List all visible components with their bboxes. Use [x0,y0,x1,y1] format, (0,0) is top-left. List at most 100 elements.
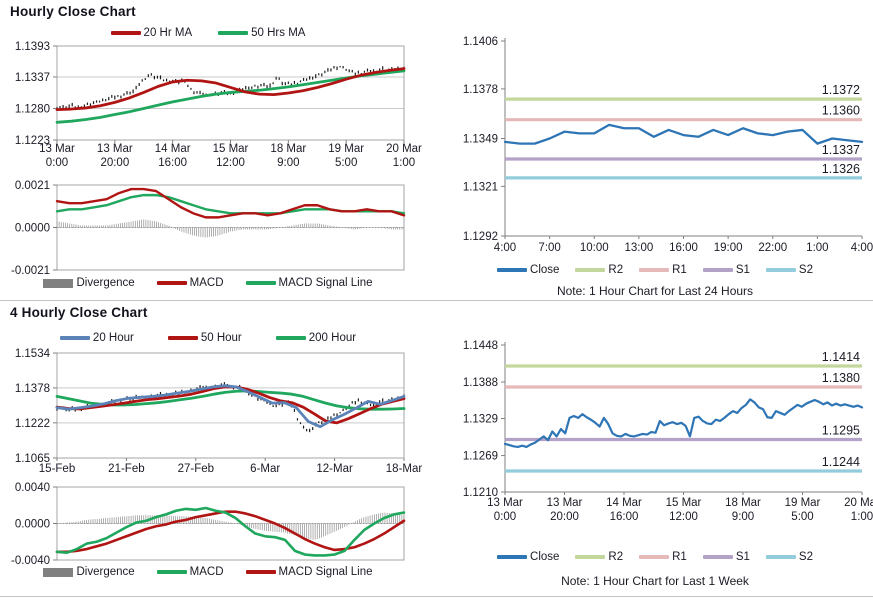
s1-legend-item: S1 [702,551,750,563]
svg-text:1.1337: 1.1337 [15,72,50,84]
svg-text:5:00: 5:00 [335,157,357,169]
hourly-levels-legend: Close R2 R1 S1 S2 [445,264,865,276]
svg-text:5:00: 5:00 [791,511,813,523]
svg-text:1.1378: 1.1378 [463,84,498,96]
section-divider [0,300,873,301]
50-hour-legend-item: 50 Hour [167,332,242,344]
svg-text:12:00: 12:00 [216,157,245,169]
r2-legend-item: R2 [575,551,623,563]
macd-signal-line-legend-label: MACD Signal Line [278,277,373,289]
s1-level-label: 1.1337 [822,143,860,157]
svg-text:0.0040: 0.0040 [15,482,50,494]
s1-legend-swatch [702,555,733,559]
r2-legend-label: R2 [608,551,624,563]
hourly-chart-note: Note: 1 Hour Chart for Last 24 Hours [556,284,754,298]
divergence-legend-label: Divergence [76,277,135,289]
macd-legend-swatch [156,281,187,285]
svg-text:15 Mar: 15 Mar [666,497,702,509]
macd-signal-line-legend-item: MACD Signal Line [245,277,373,289]
close-legend-swatch [497,555,528,559]
s1-legend-swatch [702,268,733,272]
s2-level-label: 1.1244 [822,455,860,469]
divergence-legend-item: Divergence [43,566,135,578]
s2-legend-label: S2 [798,264,813,276]
200-hour-legend-swatch [275,336,306,340]
svg-text:1.1223: 1.1223 [15,135,50,147]
svg-text:0.0000: 0.0000 [15,223,50,235]
svg-text:16:00: 16:00 [158,157,187,169]
50-hour-legend-label: 50 Hour [200,332,242,344]
s2-legend-item: S2 [765,264,813,276]
r2-legend-swatch [575,555,606,559]
svg-text:20 Mar: 20 Mar [386,143,422,155]
hourly-macd-plot: 0.0021 0.0000 -0.0021 [11,180,406,277]
svg-text:19 Mar: 19 Mar [785,497,821,509]
svg-text:1.1406: 1.1406 [463,36,498,48]
svg-text:14 Mar: 14 Mar [155,143,191,155]
svg-text:1.1378: 1.1378 [15,383,50,395]
svg-text:20 Mar: 20 Mar [844,497,873,509]
svg-text:1.1210: 1.1210 [463,487,498,499]
macd-legend-item: MACD [156,566,224,578]
20-hour-legend-swatch [59,336,90,340]
s1-legend-label: S1 [735,551,750,563]
svg-text:1:00: 1:00 [806,242,828,254]
macd-signal-line-legend-label: MACD Signal Line [278,566,373,578]
svg-text:1.1321: 1.1321 [463,181,498,193]
svg-text:12-Mar: 12-Mar [316,463,353,475]
50-hrs-ma-legend-swatch [218,31,249,35]
svg-text:4:00: 4:00 [851,242,873,254]
macd-signal-line-legend-item: MACD Signal Line [245,566,373,578]
r2-level-label: 1.1372 [822,83,860,97]
s2-legend-swatch [765,268,796,272]
divergence-legend-swatch [43,567,74,577]
s2-legend-item: S2 [765,551,813,563]
weekly-chart-note: Note: 1 Hour Chart for Last 1 Week [561,574,749,588]
r1-legend-label: R1 [672,264,687,276]
close-legend-label: Close [530,264,560,276]
r1-level-label: 1.1380 [822,371,860,385]
svg-text:13 Mar: 13 Mar [39,143,75,155]
four-hourly-macd-plot: 0.0040 0.0000 -0.0040 [11,482,406,567]
weekly-levels-legend: Close R2 R1 S1 S2 [445,551,865,563]
divergence-legend-item: Divergence [43,277,135,289]
svg-text:1.1448: 1.1448 [463,340,498,352]
svg-text:12:00: 12:00 [669,511,698,523]
svg-text:1.1329: 1.1329 [463,414,498,426]
svg-text:-0.0021: -0.0021 [11,265,50,277]
20-hr-ma-legend-swatch [110,31,141,35]
svg-text:15-Feb: 15-Feb [39,463,75,475]
svg-text:10:00: 10:00 [580,242,609,254]
svg-text:13 Mar: 13 Mar [487,497,523,509]
s2-legend-label: S2 [798,551,813,563]
s1-level-label: 1.1295 [822,424,860,438]
svg-text:0.0021: 0.0021 [15,180,50,192]
macd-signal-line-legend-swatch [245,281,276,285]
four-hourly-close-chart-title: 4 Hourly Close Chart [10,305,148,320]
hourly-close-chart-title: Hourly Close Chart [10,4,136,19]
bottom-divider [0,596,873,597]
s2-level-label: 1.1326 [822,162,860,176]
50-hrs-ma-legend-label: 50 Hrs MA [251,27,306,39]
20-hour-legend-item: 20 Hour [59,332,134,344]
svg-text:15 Mar: 15 Mar [213,143,249,155]
svg-text:1.1269: 1.1269 [463,451,498,463]
s1-legend-item: S1 [702,264,750,276]
r2-legend-label: R2 [608,264,624,276]
svg-text:22:00: 22:00 [758,242,787,254]
svg-text:1.1222: 1.1222 [15,418,50,430]
svg-text:1:00: 1:00 [851,511,873,523]
macd-legend-swatch [156,570,187,574]
svg-text:7:00: 7:00 [538,242,560,254]
svg-text:1.1393: 1.1393 [15,41,50,53]
svg-text:20:00: 20:00 [550,511,579,523]
close-legend-label: Close [530,551,560,563]
close-legend-swatch [497,268,528,272]
svg-text:1.1280: 1.1280 [15,103,50,115]
r1-legend-swatch [639,268,670,272]
svg-text:13 Mar: 13 Mar [547,497,583,509]
